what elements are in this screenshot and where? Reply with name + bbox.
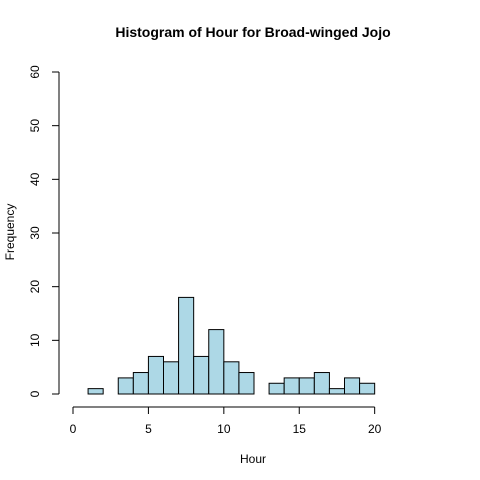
- histogram-bar: [268, 382, 285, 395]
- y-axis: 0 10 20 30 40 50 60: [28, 65, 60, 397]
- histogram-bar: [132, 372, 149, 395]
- y-tick-label: 60: [28, 65, 42, 79]
- histogram-bar: [208, 329, 225, 395]
- x-tick-label: 15: [293, 422, 307, 436]
- x-tick-label: 0: [70, 422, 77, 436]
- chart-title: Histogram of Hour for Broad-winged Jojo: [115, 24, 390, 40]
- histogram-bar: [359, 382, 376, 395]
- x-axis-label: Hour: [240, 452, 266, 466]
- histogram-bar: [87, 388, 104, 395]
- x-tick-label: 10: [217, 422, 231, 436]
- histogram-bar: [117, 377, 134, 395]
- histogram-bar: [328, 388, 345, 395]
- histogram-bar: [193, 355, 210, 395]
- y-tick-label: 0: [28, 390, 42, 397]
- y-axis-label: Frequency: [3, 204, 17, 261]
- y-tick-label: 40: [28, 172, 42, 186]
- histogram-bar: [178, 296, 195, 395]
- x-axis: 0 5 10 15 20: [70, 406, 382, 436]
- y-tick-label: 20: [28, 280, 42, 294]
- histogram-bar: [298, 377, 315, 395]
- histogram-bar: [313, 372, 330, 395]
- histogram-bar: [163, 361, 180, 395]
- histogram-bar: [238, 372, 255, 395]
- histogram-bar: [283, 377, 300, 395]
- y-tick-label: 10: [28, 333, 42, 347]
- x-tick-label: 20: [368, 422, 382, 436]
- y-tick-label: 50: [28, 119, 42, 133]
- histogram-bar: [344, 377, 361, 395]
- histogram-bar: [147, 355, 165, 395]
- y-tick-label: 30: [28, 226, 42, 240]
- x-tick-label: 5: [145, 422, 152, 436]
- bars-group: [87, 296, 376, 395]
- histogram-bar: [223, 361, 240, 395]
